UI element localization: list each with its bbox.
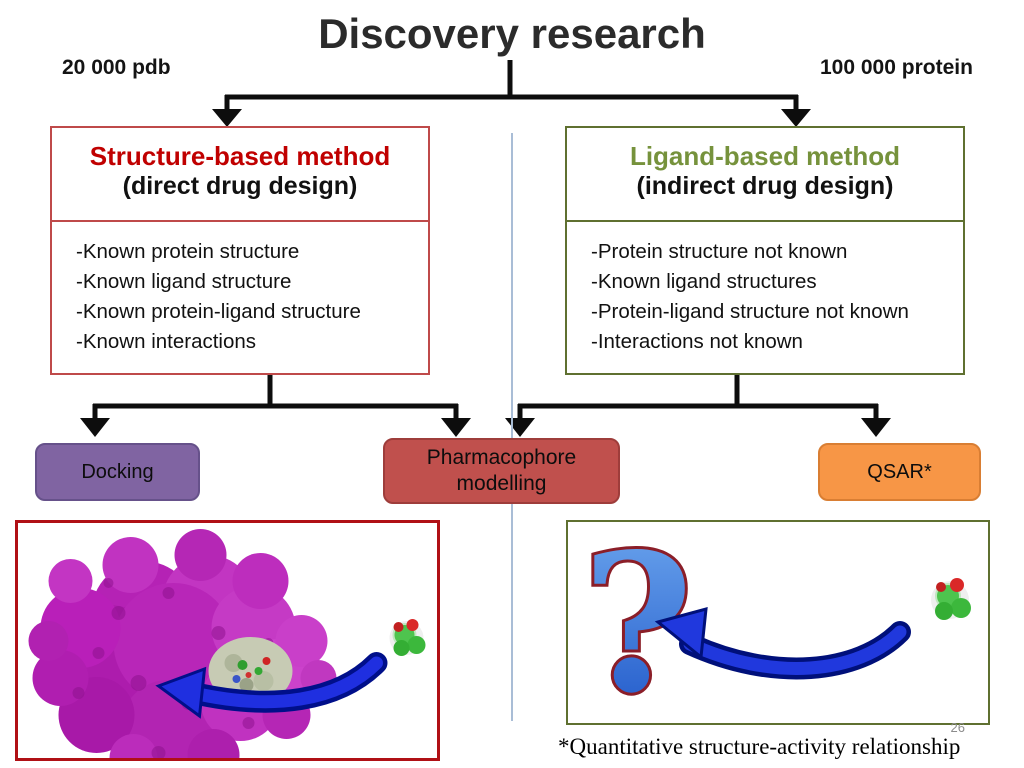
arrowhead-to-structure-box (212, 109, 242, 127)
pdb-count-label: 20 000 pdb (62, 56, 171, 79)
structure-method-header: Structure-based method (direct drug desi… (52, 128, 428, 222)
protein-count-label: 100 000 protein (820, 56, 973, 79)
list-item: -Protein structure not known (591, 240, 848, 263)
list-item: -Known protein structure (76, 240, 300, 263)
docking-illustration (28, 529, 426, 758)
ligand-method-list: -Protein structure not known -Known liga… (567, 222, 963, 357)
ligand-illustration-box: ? (566, 520, 990, 725)
pharmacophore-modelling-node: Pharmacophore modelling (383, 438, 620, 504)
ligand-method-header: Ligand-based method (indirect drug desig… (567, 128, 963, 222)
list-item: -Interactions not known (591, 330, 803, 353)
qsar-footnote: *Quantitative structure-activity relatio… (558, 734, 961, 759)
list-item: -Known protein-ligand structure (76, 300, 361, 323)
ligand-based-method-box: Ligand-based method (indirect drug desig… (565, 126, 965, 375)
page-number: 26 (950, 720, 965, 735)
list-item: -Protein-ligand structure not known (591, 300, 909, 323)
structure-method-title: Structure-based method (89, 141, 391, 171)
docking-node: Docking (35, 443, 200, 501)
docking-label: Docking (81, 460, 154, 483)
list-item: -Known ligand structure (76, 270, 292, 293)
structure-method-subtitle: (direct drug design) (122, 172, 358, 200)
pharmacophore-label: Pharmacophore modelling (426, 446, 577, 495)
slide-title: Discovery research (318, 10, 706, 57)
blue-arrow-icon (155, 652, 388, 719)
arrowhead-to-docking (80, 418, 110, 437)
ligand-molecule-icon (931, 578, 971, 620)
structure-based-method-box: Structure-based method (direct drug desi… (50, 126, 430, 375)
binding-pocket (208, 637, 293, 705)
center-divider-line (511, 133, 513, 721)
blue-arrow-icon (654, 606, 911, 680)
docking-illustration-box (15, 520, 440, 761)
arrowhead-to-qsar (861, 418, 891, 437)
arrowhead-to-pharmacophore-left (441, 418, 471, 437)
qsar-label: QSAR* (867, 460, 932, 483)
structure-method-list: -Known protein structure -Known ligand s… (52, 222, 428, 357)
ligand-illustration: ? (579, 522, 971, 723)
protein-surface-image (28, 529, 337, 758)
list-item: -Known ligand structures (591, 270, 817, 293)
qsar-node: QSAR* (818, 443, 981, 501)
ligand-molecule-icon (389, 619, 426, 656)
arrowhead-to-ligand-box (781, 109, 811, 127)
list-item: -Known interactions (76, 330, 257, 353)
arrowhead-to-pharmacophore-right (505, 418, 535, 437)
ligand-method-subtitle: (indirect drug design) (636, 172, 894, 200)
ligand-method-title: Ligand-based method (629, 141, 901, 171)
